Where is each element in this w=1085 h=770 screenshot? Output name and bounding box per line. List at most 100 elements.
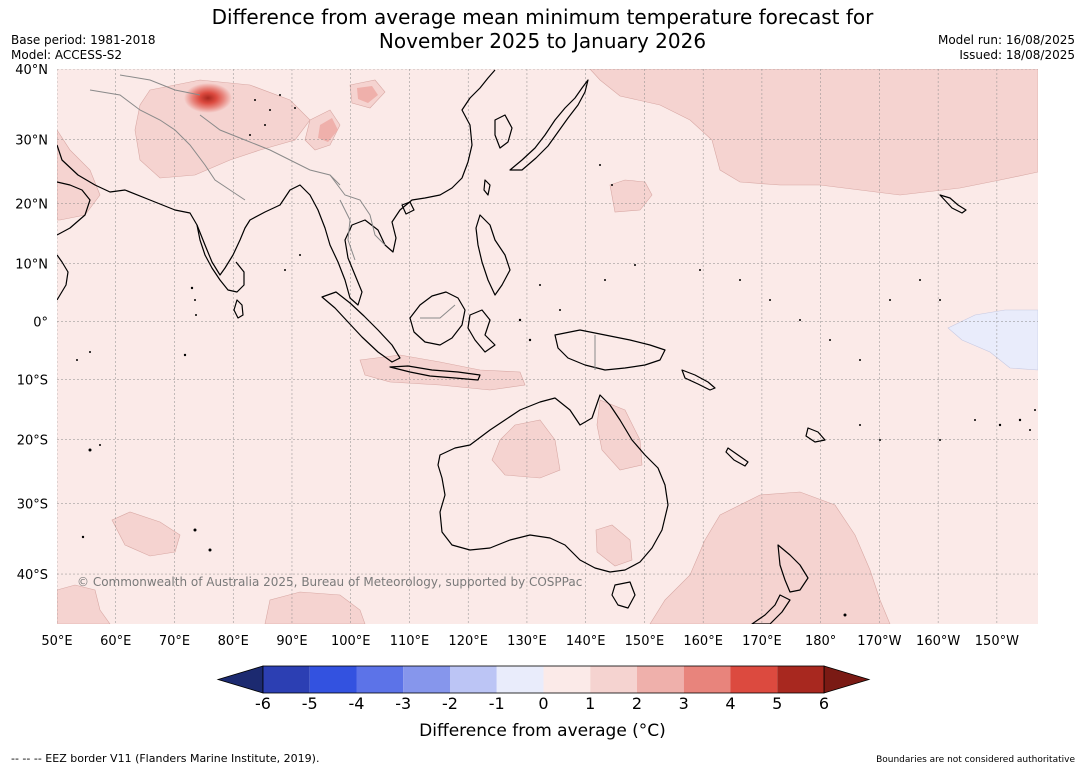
anomaly-tibet-inner: [318, 118, 338, 142]
coast-africa-horn: [57, 254, 69, 301]
coast-sumatra: [321, 291, 401, 363]
border-west-asia: [89, 89, 246, 201]
latitude-label: 40°N: [15, 63, 48, 78]
coast-borneo: [409, 291, 466, 346]
map-title-line2: November 2025 to January 2026: [378, 29, 707, 53]
colorbar-tick-label: 5: [772, 694, 782, 713]
longitude-label: 120°E: [448, 634, 488, 649]
anomaly-japan-patch: [609, 179, 653, 213]
latitude-label: 40°S: [17, 568, 48, 583]
longitude-label: 100°E: [331, 634, 371, 649]
issued-date: Issued: 18/08/2025: [959, 48, 1075, 62]
anomaly-southwest-pacific: [649, 491, 891, 624]
model-name: Model: ACCESS-S2: [11, 48, 123, 62]
anomaly-australia-east: [596, 399, 643, 471]
latitude-labels: 40°N 30°N 20°N 10°N 0° 10°S 20°S 30°S 40°S: [15, 63, 48, 583]
colorbar-bin: [777, 666, 824, 693]
colorbar-under-extension: [216, 665, 264, 694]
country-borders: [89, 74, 596, 370]
border-borneo: [420, 304, 456, 319]
model-run: Model run: 16/08/2025: [937, 33, 1075, 47]
latitude-label: 0°: [33, 316, 48, 331]
anomaly-asia-plateau: [134, 79, 311, 179]
longitude-label: 170°E: [742, 634, 782, 649]
colorbar-tick-label: 0: [538, 694, 548, 713]
coast-new-zealand-south: [751, 594, 791, 624]
anomaly-north-china-inner: [357, 86, 378, 103]
longitude-label: 110°E: [390, 634, 430, 649]
base-period: Base period: 1981-2018: [11, 33, 156, 47]
colorbar-bin: [309, 666, 357, 693]
footer-disclaimer: Boundaries are not considered authoritat…: [876, 755, 1075, 765]
coast-india: [196, 224, 245, 293]
colorbar-tick-label: -2: [442, 694, 458, 713]
colorbar-bin: [730, 666, 778, 693]
latitude-label: 10°N: [15, 257, 48, 272]
coast-hainan: [401, 201, 415, 215]
coast-arabian-peninsula: [57, 181, 91, 236]
latitude-label: 20°N: [15, 198, 48, 213]
coast-hawaii: [939, 194, 967, 214]
longitude-label: 150°E: [625, 634, 665, 649]
colorbar-bin: [543, 666, 591, 693]
latitude-label: 20°S: [17, 433, 48, 448]
longitude-label: 90°E: [276, 634, 307, 649]
longitude-label: 50°E: [41, 634, 72, 649]
anomaly-se-australia: [595, 524, 633, 567]
colorbar-tick-label: -5: [302, 694, 318, 713]
gridlines: [57, 69, 1038, 624]
anomaly-1-2-regions: [57, 69, 1038, 624]
colorbar-tick-label: 1: [585, 694, 595, 713]
colorbar-bin: [356, 666, 404, 693]
meta-right: Model run: 16/08/2025 Issued: 18/08/2025: [938, 33, 1075, 63]
colorbar-bin: [450, 666, 497, 693]
colorbar-bin: [263, 666, 310, 693]
anomaly-north-pacific: [560, 69, 1038, 196]
copyright-notice: © Commonwealth of Australia 2025, Bureau…: [77, 575, 582, 589]
latitude-label: 10°S: [17, 374, 48, 389]
colorbar-tick-label: -3: [395, 694, 411, 713]
colorbar-tick-label: -6: [255, 694, 271, 713]
anomaly-indian-patch: [111, 511, 181, 557]
footer-eez-note: -- -- -- EEZ border V11 (Flanders Marine…: [11, 752, 320, 765]
coast-sri-lanka: [233, 299, 244, 319]
colorbar-tick-label: 4: [725, 694, 735, 713]
anomaly-hotspot: [184, 83, 232, 113]
anomaly-southern-indian-2: [264, 591, 366, 624]
coast-new-guinea: [554, 329, 666, 371]
colorbar-group: -6 -5 -4 -3 -2 -1 0 1 2 3 4 5 6: [216, 665, 871, 713]
map-title-line1: Difference from average mean minimum tem…: [211, 5, 874, 29]
anomaly-australia-interior: [491, 419, 561, 479]
map-title: Difference from average mean minimum tem…: [0, 5, 1085, 53]
coast-sulawesi: [467, 309, 496, 353]
longitude-label: 160°E: [683, 634, 723, 649]
latitude-label: 30°S: [17, 497, 48, 512]
longitude-label: 130°E: [507, 634, 547, 649]
colorbar-bin: [683, 666, 731, 693]
coast-fiji: [805, 427, 826, 443]
coast-korea: [494, 114, 513, 149]
coast-tasmania: [611, 581, 636, 609]
longitude-label: 60°E: [100, 634, 131, 649]
border-mekong: [329, 174, 386, 246]
longitude-label: 140°E: [566, 634, 606, 649]
small-islands: [76, 94, 1036, 617]
coast-philippines: [475, 214, 511, 296]
anomaly-negative-region: [947, 309, 1038, 371]
anomaly-southern-indian: [57, 584, 111, 624]
meta-left: Base period: 1981-2018 Model: ACCESS-S2: [11, 33, 156, 63]
colorbar-bin: [403, 666, 450, 693]
border-indochina: [339, 199, 356, 261]
colorbar-tick-label: -1: [489, 694, 505, 713]
anomaly-central-pacific-cool: [947, 309, 1038, 371]
coast-new-caledonia: [725, 447, 749, 467]
colorbar-tick-label: -4: [349, 694, 365, 713]
coast-java: [389, 365, 481, 381]
colorbar-tick-label: 6: [819, 694, 829, 713]
border-himalaya: [199, 114, 341, 186]
colorbar-bin: [590, 666, 637, 693]
colorbar-frame: [262, 665, 825, 694]
coast-solomon-islands: [681, 369, 716, 391]
